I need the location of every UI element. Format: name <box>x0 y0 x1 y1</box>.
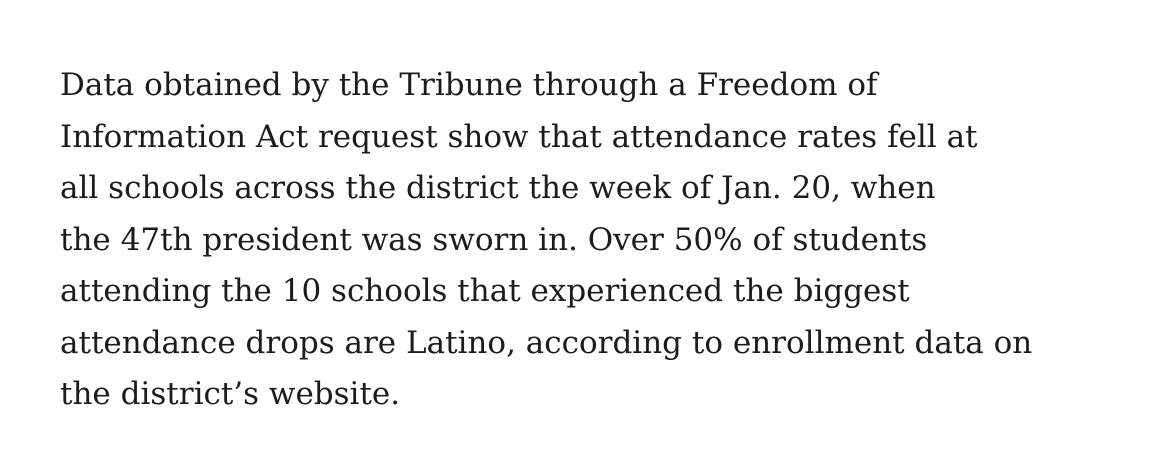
paragraph-line-4: the 47th president was sworn in. Over 50… <box>60 221 928 258</box>
paragraph-line-1: Data obtained by the Tribune through a F… <box>60 67 878 103</box>
paragraph-line-7: the district’s website. <box>60 376 401 412</box>
article-paragraph: Data obtained by the Tribune through a F… <box>60 60 1140 421</box>
paragraph-line-6: attendance drops are Latino, according t… <box>60 324 1033 361</box>
paragraph-line-3: all schools across the district the week… <box>60 170 936 206</box>
paragraph-line-5: attending the 10 schools that experience… <box>60 273 910 309</box>
paragraph-line-2: Information Act request show that attend… <box>60 118 978 155</box>
